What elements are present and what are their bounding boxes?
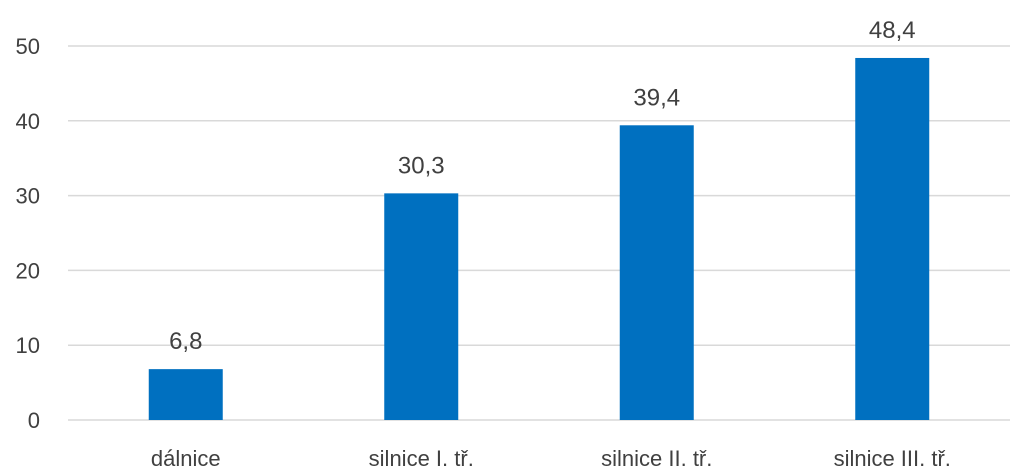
bar-4 [855,57,930,421]
data-label-1: 6,8 [169,328,202,355]
gridlines [68,45,1010,421]
bar-3 [619,125,694,421]
bar-2 [384,193,459,420]
y-tick-label-50: 50 [16,34,40,59]
category-label-3: silnice II. tř. [601,446,712,470]
x-axis-categories: dálnice silnice I. tř. silnice II. tř. siln… [151,446,951,471]
data-label-3: 39,4 [633,84,680,111]
data-labels: 6,8 30,3 39,4 48,4 [169,17,916,355]
y-tick-label-10: 10 [16,333,40,358]
y-tick-label-20: 20 [16,258,40,283]
bar-1 [148,369,223,420]
category-label-1: dálnice [151,446,221,470]
category-label-2: silnice I. tř. [369,446,474,470]
data-label-4: 48,4 [869,17,916,44]
y-tick-label-30: 30 [16,184,40,209]
category-label-4: silnice III. tř. [834,446,951,470]
y-tick-label-40: 40 [16,109,40,134]
data-label-2: 30,3 [398,152,445,179]
y-tick-label-0: 0 [28,408,40,433]
bars [148,57,930,421]
y-axis-ticks: 0 10 20 30 40 50 [16,34,40,433]
